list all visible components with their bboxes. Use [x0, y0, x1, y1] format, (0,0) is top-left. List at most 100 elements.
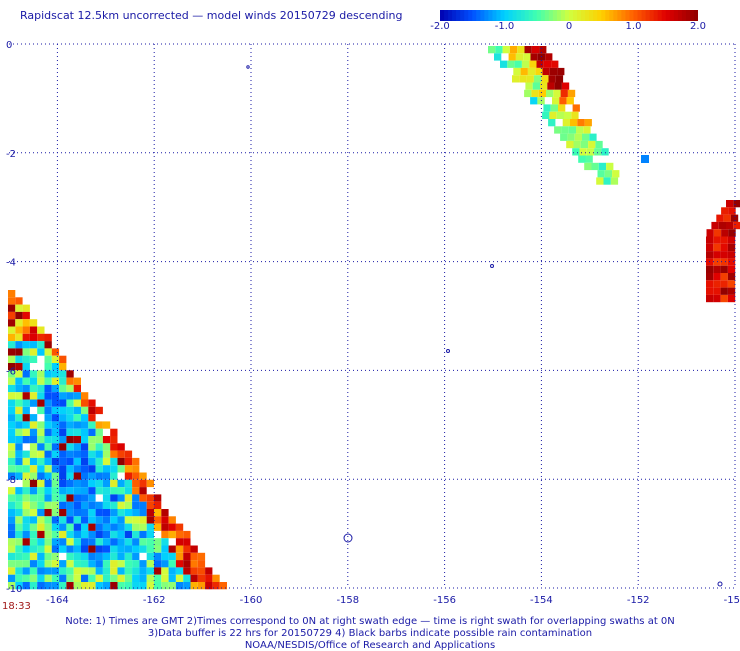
wind-cell — [117, 574, 125, 582]
wind-cell — [572, 104, 580, 112]
wind-cell — [110, 450, 118, 458]
wind-cell — [51, 574, 60, 582]
wind-cell — [88, 509, 96, 517]
wind-cell — [15, 392, 23, 400]
wind-cell — [154, 552, 162, 561]
wind-cell — [44, 501, 52, 509]
wind-cell — [51, 414, 60, 422]
wind-cell — [706, 287, 714, 295]
wind-cell — [15, 297, 23, 305]
wind-cell — [168, 516, 176, 524]
wind-cell — [558, 104, 566, 112]
wind-cell — [37, 472, 45, 480]
wind-cell — [81, 501, 89, 509]
wind-cell — [132, 545, 140, 553]
wind-cell — [146, 545, 154, 553]
wind-cell — [197, 582, 206, 590]
wind-cell — [168, 552, 176, 561]
wind-cell — [81, 494, 89, 502]
swath-timestamp: 18:33 — [2, 601, 31, 612]
wind-cell — [15, 494, 23, 502]
wind-cell — [37, 560, 45, 568]
wind-cell — [29, 370, 38, 378]
colorbar-segment — [573, 10, 578, 21]
wind-cell — [15, 516, 23, 524]
wind-cell — [95, 538, 103, 546]
wind-cell — [117, 487, 125, 495]
wind-cell — [44, 516, 52, 524]
colorbar-segment — [564, 10, 570, 21]
wind-cell — [543, 104, 551, 112]
colorbar-segment — [633, 10, 639, 21]
wind-cell — [37, 487, 45, 495]
wind-cell — [66, 494, 74, 502]
wind-cell — [44, 348, 52, 356]
wind-cell — [95, 406, 103, 415]
wind-cell — [8, 363, 16, 371]
wind-cell — [66, 384, 74, 393]
wind-cell — [502, 46, 510, 54]
wind-cell — [124, 560, 133, 568]
wind-cell — [81, 392, 89, 400]
island-outline — [246, 65, 250, 69]
wind-cell — [139, 472, 147, 480]
colorbar-segment — [484, 10, 489, 21]
colorbar-segment — [645, 10, 651, 21]
wind-cell — [102, 457, 111, 466]
wind-cell — [102, 545, 111, 553]
wind-cell — [59, 465, 67, 473]
wind-cell — [219, 582, 227, 590]
colorbar-tick-label: -2.0 — [430, 21, 450, 32]
wind-cell — [37, 582, 45, 590]
wind-cell — [733, 200, 740, 208]
wind-cell — [22, 421, 30, 429]
wind-cell — [66, 479, 74, 488]
wind-cell — [560, 89, 568, 98]
wind-cell — [51, 479, 60, 488]
wind-cell — [132, 567, 140, 575]
wind-cell — [51, 348, 60, 356]
wind-cell — [81, 538, 89, 546]
colorbar-segment — [508, 10, 514, 21]
wind-cell — [51, 399, 60, 407]
wind-cell — [571, 111, 579, 119]
wind-cell — [542, 67, 550, 76]
wind-cell — [124, 574, 133, 582]
wind-cell — [572, 148, 580, 156]
wind-cell — [8, 392, 16, 400]
wind-cell — [29, 341, 38, 349]
wind-cell — [110, 509, 118, 517]
wind-cell — [124, 457, 133, 466]
wind-cell — [29, 494, 38, 502]
x-tick-label: -150 — [724, 595, 740, 606]
colorbar-segment — [492, 10, 498, 21]
wind-cell — [8, 333, 16, 342]
wind-cell — [51, 545, 60, 553]
wind-cell — [51, 443, 60, 451]
wind-cell — [190, 552, 198, 561]
wind-cell — [22, 582, 30, 590]
wind-cell — [154, 567, 162, 575]
wind-cell — [29, 355, 38, 363]
wind-cell — [22, 501, 30, 509]
wind-cell — [95, 443, 103, 451]
wind-cell — [542, 111, 550, 119]
wind-cell — [37, 428, 45, 436]
colorbar-segment — [520, 10, 526, 21]
wind-cell — [139, 574, 147, 582]
wind-cell — [8, 326, 16, 334]
wind-cell — [15, 472, 23, 480]
colorbar-tick-label: 2.0 — [690, 21, 706, 32]
wind-cell — [132, 509, 140, 517]
wind-cell — [29, 472, 38, 480]
wind-cell — [66, 552, 74, 561]
wind-cell — [73, 487, 81, 495]
wind-cell — [539, 46, 547, 54]
wind-cell — [720, 280, 728, 288]
wind-cell — [584, 162, 592, 171]
wind-cell — [8, 377, 16, 385]
wind-cell — [44, 443, 52, 451]
wind-cell — [29, 574, 38, 582]
colorbar-segment — [641, 10, 647, 21]
wind-cell — [51, 516, 60, 524]
